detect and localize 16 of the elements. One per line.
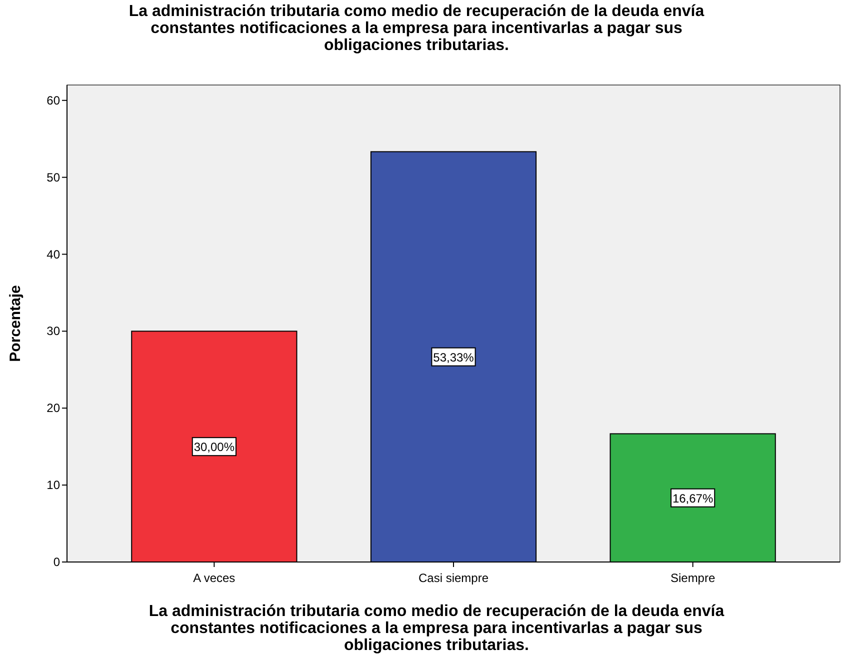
y-tick-label: 30	[46, 324, 60, 338]
x-axis-title: La administración tributaria como medio de recuperación de la deuda envía constantes notificaciones a la empresa para incentivarlas a pagar sus obligaciones tributarias.	[148, 603, 724, 654]
y-tick-label: 0	[53, 555, 60, 569]
chart-title: La administración tributaria como medio de recuperación de la deuda envía constantes notificaciones a la empresa para incentivarlas a pagar sus obligaciones tributarias.	[128, 3, 704, 54]
y-axis-title: Porcentaje	[7, 285, 24, 362]
x-tick-label: Casi siempre	[418, 571, 489, 585]
x-tick-label: Siempre	[670, 571, 716, 585]
data-label: 53,33%	[433, 350, 474, 364]
y-tick-label: 10	[46, 478, 60, 492]
y-tick-label: 50	[46, 170, 60, 184]
y-tick-label: 60	[46, 93, 60, 108]
y-tick-label: 40	[46, 247, 60, 262]
data-label: 16,67%	[672, 491, 714, 506]
x-tick-label: A veces	[193, 571, 236, 585]
data-label: 30,00%	[194, 440, 235, 454]
y-tick-label: 20	[46, 401, 60, 416]
